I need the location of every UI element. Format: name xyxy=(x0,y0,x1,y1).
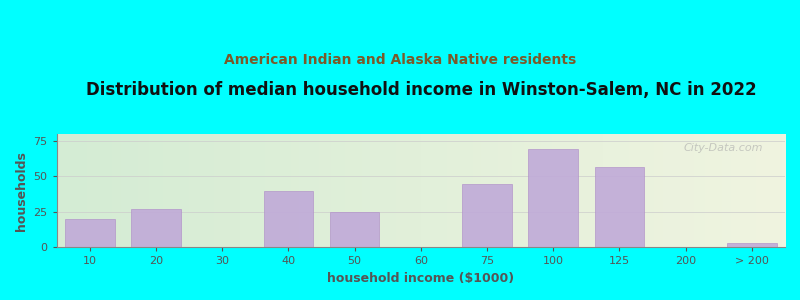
Bar xyxy=(529,149,578,248)
Bar xyxy=(65,219,114,248)
Text: City-Data.com: City-Data.com xyxy=(684,143,763,153)
Bar xyxy=(594,167,644,248)
Y-axis label: households: households xyxy=(15,151,28,231)
Bar xyxy=(330,212,379,247)
X-axis label: household income ($1000): household income ($1000) xyxy=(327,272,514,285)
Bar xyxy=(462,184,512,248)
Bar xyxy=(264,191,314,248)
Bar xyxy=(727,243,777,247)
Title: Distribution of median household income in Winston-Salem, NC in 2022: Distribution of median household income … xyxy=(86,81,756,99)
Bar xyxy=(131,209,181,248)
Text: American Indian and Alaska Native residents: American Indian and Alaska Native reside… xyxy=(224,53,576,67)
